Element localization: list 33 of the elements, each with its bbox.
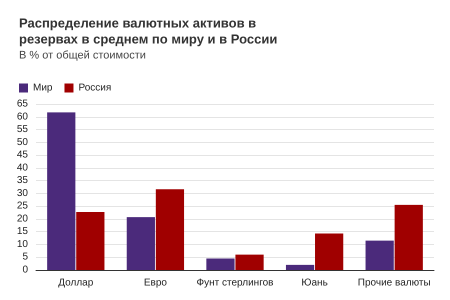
y-tick-label: 20	[16, 213, 28, 224]
bar	[286, 264, 314, 270]
y-tick-label: 55	[16, 124, 28, 136]
bar	[47, 112, 76, 270]
y-tick-label: 25	[16, 200, 28, 212]
y-tick-label: 0	[22, 264, 28, 276]
y-tick-label: 50	[16, 136, 28, 148]
x-tick-label: Фунт стерлингов	[196, 278, 274, 288]
y-tick-label: 30	[16, 188, 28, 199]
bar	[366, 240, 394, 270]
x-tick-label: Евро	[144, 278, 168, 288]
y-tick-label: 10	[16, 238, 28, 250]
y-tick-label: 65	[16, 98, 28, 110]
x-tick-label: Прочие валюты	[358, 278, 431, 288]
y-tick-label: 35	[16, 175, 28, 186]
bar	[235, 254, 264, 270]
bar	[126, 217, 155, 270]
chart-title: Распределение валютных активов в резервах в среднем по миру и в России	[19, 16, 278, 46]
bar	[206, 258, 235, 270]
x-tick-label: Доллар	[58, 278, 94, 288]
y-tick-label: 60	[16, 111, 28, 122]
bar	[76, 212, 104, 270]
x-tick-label: Юань	[301, 278, 328, 288]
legend-label: Мир	[33, 82, 53, 94]
legend-label: Россия	[78, 82, 112, 94]
bar	[156, 189, 184, 270]
y-tick-label: 40	[16, 162, 28, 174]
bar	[315, 233, 344, 270]
bar	[394, 204, 423, 270]
y-tick-label: 45	[16, 150, 28, 161]
y-tick-label: 15	[16, 226, 28, 238]
chart-subtitle: В % от общей стоимости	[19, 50, 146, 62]
y-tick-label: 5	[22, 252, 28, 263]
